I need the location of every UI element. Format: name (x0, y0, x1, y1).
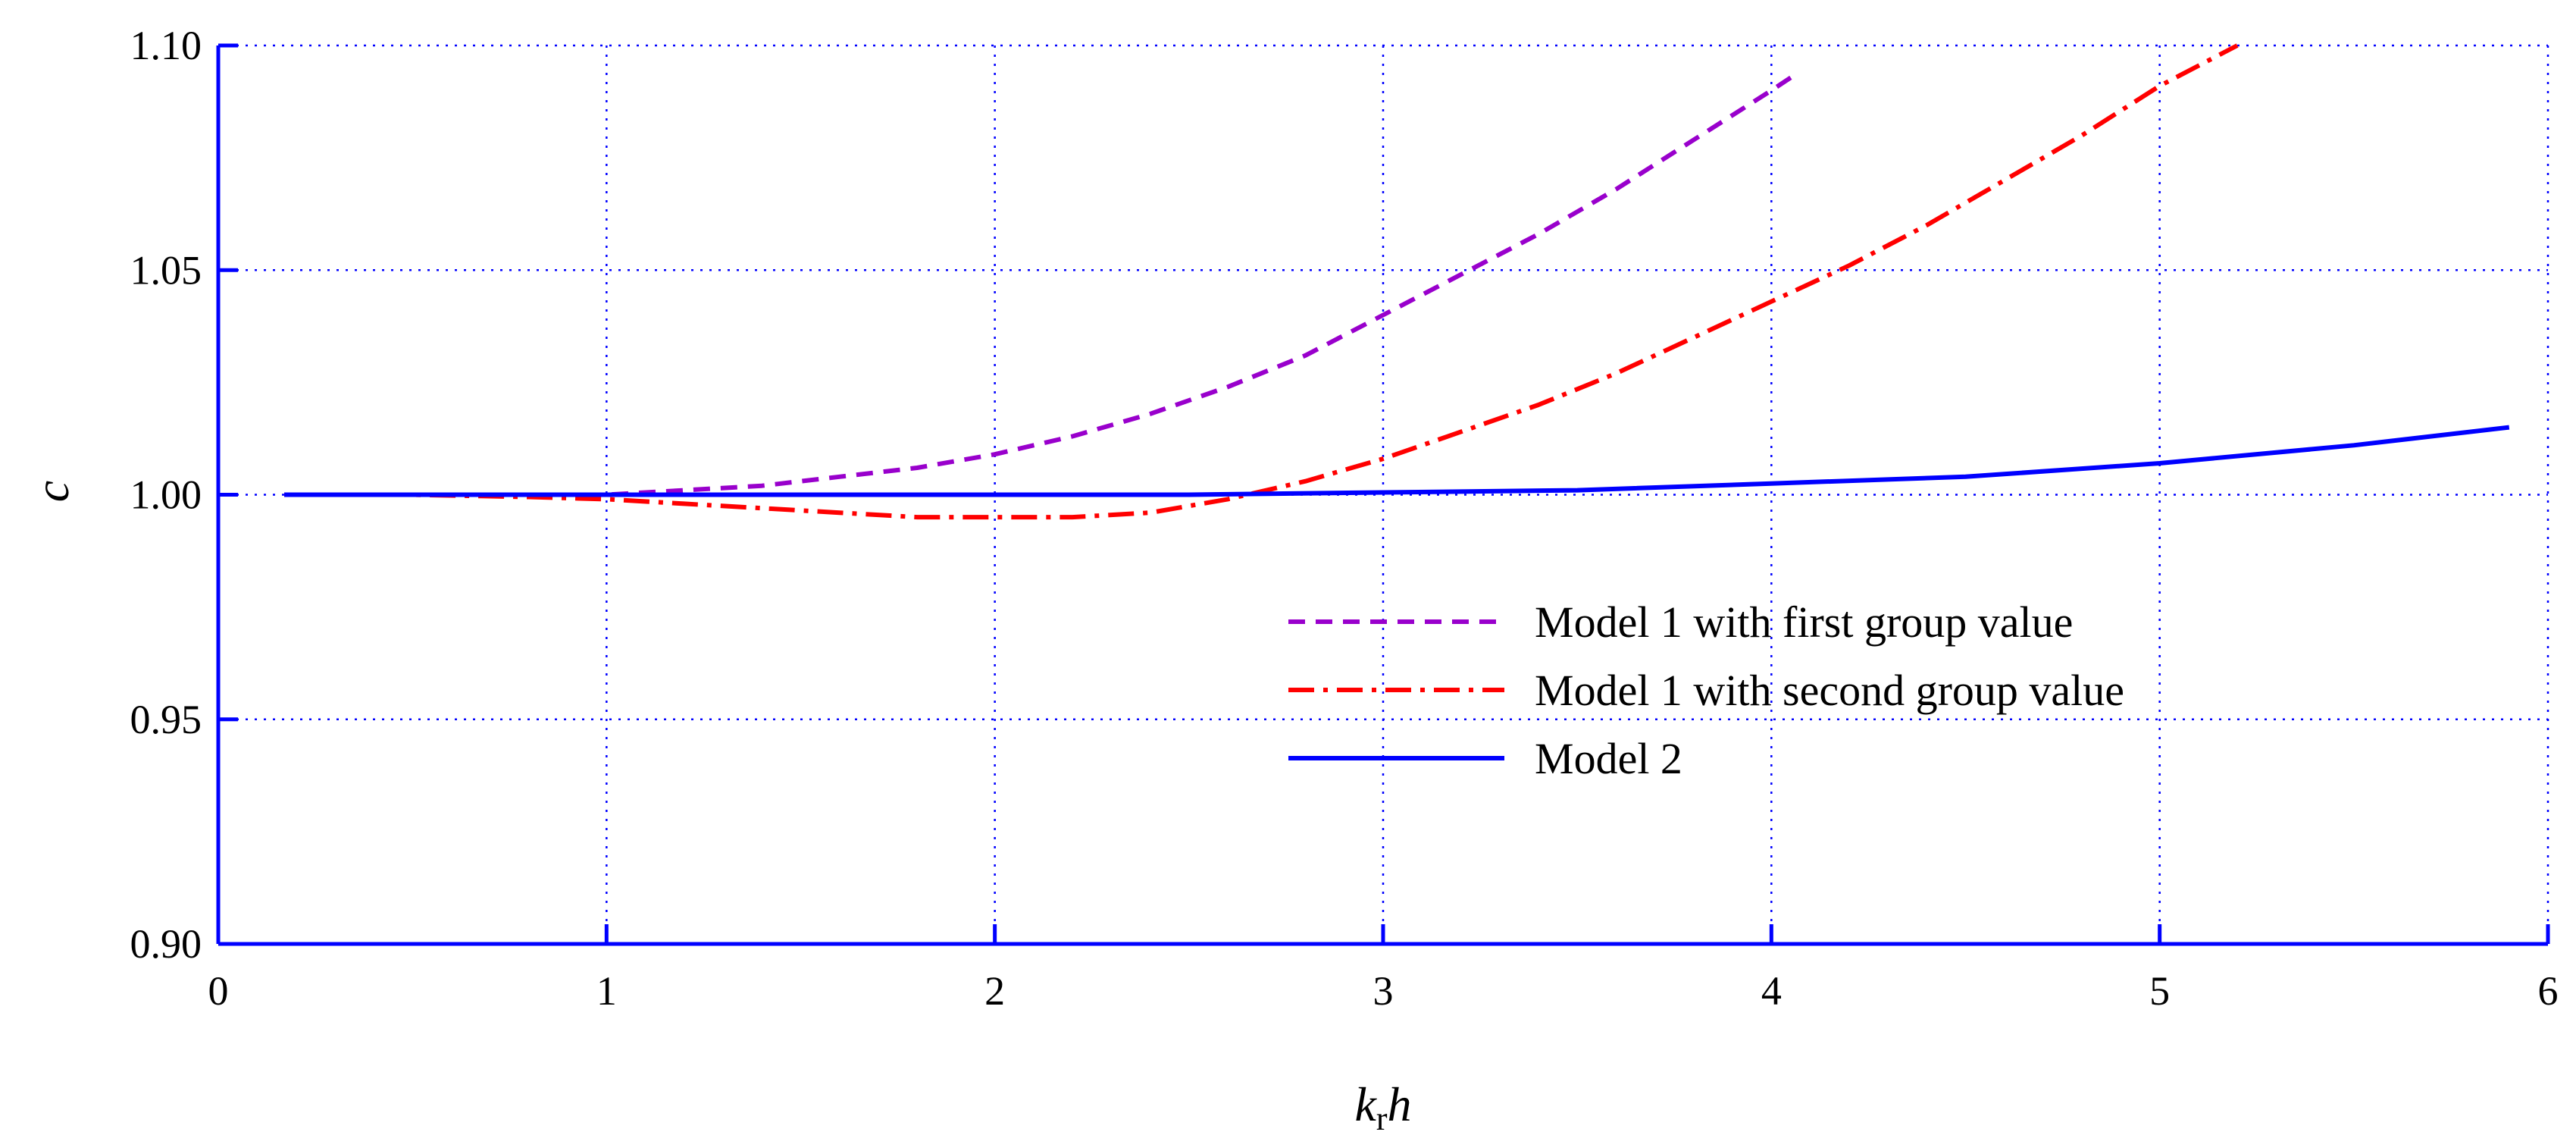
y-axis-label: c (25, 481, 79, 502)
x-axis-label: krh (1354, 1077, 1411, 1135)
legend-label-model1-first: Model 1 with first group value (1535, 597, 2073, 647)
series-line-2 (284, 425, 2510, 497)
x-tick-label: 1 (596, 968, 617, 1014)
legend-label-model1-second: Model 1 with second group value (1535, 666, 2124, 715)
x-tick-label: 4 (1761, 968, 1782, 1014)
x-axis-label-subscript: r (1376, 1100, 1388, 1135)
y-tick-label: 1.05 (130, 247, 202, 293)
y-tick-label: 0.90 (130, 921, 202, 967)
x-axis-label-tail: h (1388, 1077, 1412, 1131)
legend-label-model2: Model 2 (1535, 734, 1682, 783)
x-axis-label-main: k (1354, 1077, 1377, 1131)
series-line-1 (284, 43, 2239, 520)
tick-labels: 0 1 2 3 4 5 6 0.90 0.95 1.00 1.05 1.10 (130, 23, 2559, 1014)
y-tick-label: 1.00 (130, 472, 202, 518)
x-tick-label: 3 (1373, 968, 1394, 1014)
y-tick-label: 0.95 (130, 697, 202, 742)
x-tick-label: 0 (208, 968, 229, 1014)
legend: Model 1 with first group value Model 1 w… (1288, 597, 2124, 783)
axes (216, 43, 2550, 946)
y-tick-label: 1.10 (130, 23, 202, 68)
x-tick-label: 6 (2538, 968, 2559, 1014)
series-line-0 (284, 70, 1800, 497)
x-tick-label: 2 (984, 968, 1005, 1014)
series-group (284, 43, 2510, 520)
x-tick-label: 5 (2149, 968, 2170, 1014)
